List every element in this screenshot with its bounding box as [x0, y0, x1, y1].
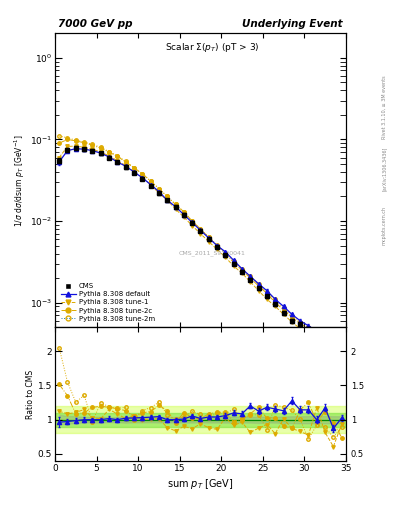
Text: [arXiv:1306.3436]: [arXiv:1306.3436] — [382, 147, 387, 191]
Bar — [55, 406, 346, 433]
Legend: CMS, Pythia 8.308 default, Pythia 8.308 tune-1, Pythia 8.308 tune-2c, Pythia 8.3: CMS, Pythia 8.308 default, Pythia 8.308 … — [59, 281, 157, 324]
Bar — [55, 413, 346, 426]
Text: Rivet 3.1.10, ≥ 3M events: Rivet 3.1.10, ≥ 3M events — [382, 76, 387, 139]
Text: 7000 GeV pp: 7000 GeV pp — [58, 19, 132, 29]
Text: Scalar $\Sigma(p_T)$ (pT > 3): Scalar $\Sigma(p_T)$ (pT > 3) — [165, 40, 259, 54]
Y-axis label: Ratio to CMS: Ratio to CMS — [26, 370, 35, 419]
Text: Underlying Event: Underlying Event — [242, 19, 343, 29]
Text: mcplots.cern.ch: mcplots.cern.ch — [382, 206, 387, 245]
X-axis label: sum $p_T$ [GeV]: sum $p_T$ [GeV] — [167, 477, 234, 490]
Text: CMS_2011_S9120041: CMS_2011_S9120041 — [179, 251, 246, 257]
Y-axis label: 1/$\sigma$ d$\sigma$/dsum $p_T$ [GeV$^{-1}$]: 1/$\sigma$ d$\sigma$/dsum $p_T$ [GeV$^{-… — [13, 134, 27, 226]
